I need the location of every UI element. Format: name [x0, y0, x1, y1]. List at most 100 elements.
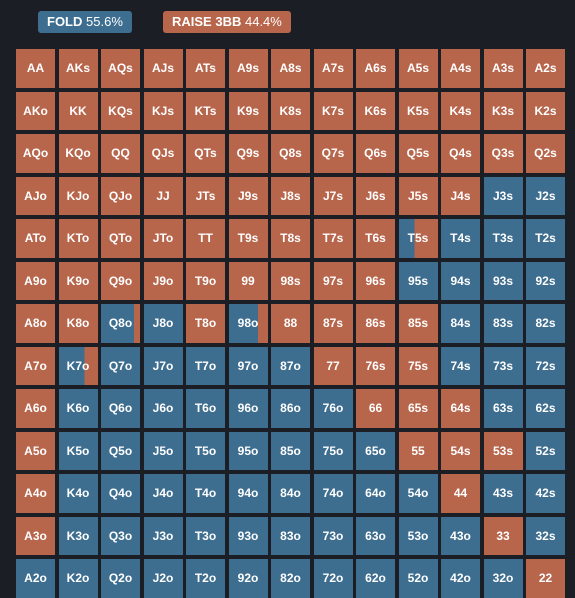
hand-cell[interactable]: 98s [271, 261, 310, 300]
hand-cell[interactable]: KQs [101, 91, 140, 130]
hand-cell[interactable]: 43o [441, 516, 480, 555]
hand-cell[interactable]: A7o [16, 346, 55, 385]
hand-cell[interactable]: 44 [441, 474, 480, 513]
hand-cell[interactable]: QTo [101, 219, 140, 258]
hand-cell[interactable]: T3s [483, 219, 523, 258]
hand-cell[interactable]: 62s [526, 389, 565, 428]
hand-cell[interactable]: 66 [356, 389, 395, 428]
hand-cell[interactable]: K9o [58, 261, 98, 300]
hand-cell[interactable]: A5s [398, 49, 438, 88]
hand-cell[interactable]: T2o [186, 559, 225, 598]
hand-cell[interactable]: TT [186, 219, 225, 258]
hand-cell[interactable]: 99 [228, 261, 268, 300]
hand-cell[interactable]: K4o [58, 474, 98, 513]
hand-cell[interactable]: J7o [143, 346, 183, 385]
hand-cell[interactable]: T3o [186, 516, 225, 555]
hand-cell[interactable]: 95o [228, 431, 268, 470]
hand-cell[interactable]: 88 [271, 304, 310, 343]
hand-cell[interactable]: 85s [398, 304, 438, 343]
hand-cell[interactable]: 43s [483, 474, 523, 513]
hand-cell[interactable]: K5s [398, 91, 438, 130]
hand-cell[interactable]: T8o [186, 304, 225, 343]
hand-cell[interactable]: 42o [441, 559, 480, 598]
hand-cell[interactable]: AJs [143, 49, 183, 88]
hand-cell[interactable]: 33 [483, 516, 523, 555]
hand-cell[interactable]: 87o [271, 346, 310, 385]
hand-cell[interactable]: AQo [16, 134, 55, 173]
hand-cell[interactable]: Q7s [313, 134, 353, 173]
hand-cell[interactable]: A9o [16, 261, 55, 300]
hand-cell[interactable]: QJs [143, 134, 183, 173]
hand-cell[interactable]: 42s [526, 474, 565, 513]
hand-cell[interactable]: QJo [101, 176, 140, 215]
hand-cell[interactable]: 75s [398, 346, 438, 385]
hand-cell[interactable]: 54o [398, 474, 438, 513]
hand-cell[interactable]: A4s [441, 49, 480, 88]
hand-cell[interactable]: J3s [483, 176, 523, 215]
hand-cell[interactable]: 53o [398, 516, 438, 555]
hand-cell[interactable]: 65s [398, 389, 438, 428]
hand-cell[interactable]: J9o [143, 261, 183, 300]
hand-cell[interactable]: ATs [186, 49, 225, 88]
hand-cell[interactable]: A8o [16, 304, 55, 343]
hand-cell[interactable]: K3s [483, 91, 523, 130]
hand-cell[interactable]: T7s [313, 219, 353, 258]
hand-cell[interactable]: 55 [398, 431, 438, 470]
hand-cell[interactable]: J6o [143, 389, 183, 428]
hand-cell[interactable]: J7s [313, 176, 353, 215]
hand-cell[interactable]: KJs [143, 91, 183, 130]
hand-cell[interactable]: K2s [526, 91, 565, 130]
hand-cell[interactable]: 86s [356, 304, 395, 343]
hand-cell[interactable]: T4o [186, 474, 225, 513]
hand-cell[interactable]: J9s [228, 176, 268, 215]
hand-cell[interactable]: 97o [228, 346, 268, 385]
hand-cell[interactable]: K3o [58, 516, 98, 555]
hand-cell[interactable]: A3s [483, 49, 523, 88]
hand-cell[interactable]: 54s [441, 431, 480, 470]
hand-cell[interactable]: J8o [143, 304, 183, 343]
hand-cell[interactable]: 93o [228, 516, 268, 555]
hand-cell[interactable]: J6s [356, 176, 395, 215]
hand-cell[interactable]: JTs [186, 176, 225, 215]
hand-cell[interactable]: J5s [398, 176, 438, 215]
hand-cell[interactable]: J5o [143, 431, 183, 470]
hand-cell[interactable]: Q4s [441, 134, 480, 173]
hand-cell[interactable]: Q3s [483, 134, 523, 173]
hand-cell[interactable]: 72s [526, 346, 565, 385]
hand-cell[interactable]: KTo [58, 219, 98, 258]
hand-cell[interactable]: T5s [398, 219, 438, 258]
hand-cell[interactable]: 65o [356, 431, 395, 470]
legend-raise-badge[interactable]: RAISE 3BB 44.4% [163, 11, 291, 33]
hand-cell[interactable]: T8s [271, 219, 310, 258]
hand-cell[interactable]: Q2s [526, 134, 565, 173]
hand-cell[interactable]: AA [16, 49, 55, 88]
hand-cell[interactable]: A4o [16, 474, 55, 513]
hand-cell[interactable]: J4o [143, 474, 183, 513]
hand-cell[interactable]: 83s [483, 304, 523, 343]
hand-cell[interactable]: 32o [483, 559, 523, 598]
hand-cell[interactable]: T2s [526, 219, 565, 258]
hand-cell[interactable]: 64o [356, 474, 395, 513]
hand-cell[interactable]: 84o [271, 474, 310, 513]
hand-cell[interactable]: 32s [526, 516, 565, 555]
hand-cell[interactable]: Q7o [101, 346, 140, 385]
hand-cell[interactable]: Q8s [271, 134, 310, 173]
hand-cell[interactable]: 63o [356, 516, 395, 555]
hand-cell[interactable]: Q4o [101, 474, 140, 513]
hand-cell[interactable]: J2o [143, 559, 183, 598]
hand-cell[interactable]: 87s [313, 304, 353, 343]
hand-cell[interactable]: A2s [526, 49, 565, 88]
hand-cell[interactable]: J3o [143, 516, 183, 555]
hand-cell[interactable]: K6o [58, 389, 98, 428]
hand-cell[interactable]: A7s [313, 49, 353, 88]
hand-cell[interactable]: 83o [271, 516, 310, 555]
hand-cell[interactable]: Q5s [398, 134, 438, 173]
hand-cell[interactable]: J8s [271, 176, 310, 215]
hand-cell[interactable]: 82s [526, 304, 565, 343]
hand-cell[interactable]: 53s [483, 431, 523, 470]
hand-cell[interactable]: 63s [483, 389, 523, 428]
legend-fold-badge[interactable]: FOLD 55.6% [38, 11, 132, 33]
hand-cell[interactable]: 96s [356, 261, 395, 300]
hand-cell[interactable]: A8s [271, 49, 310, 88]
hand-cell[interactable]: A2o [16, 559, 55, 598]
